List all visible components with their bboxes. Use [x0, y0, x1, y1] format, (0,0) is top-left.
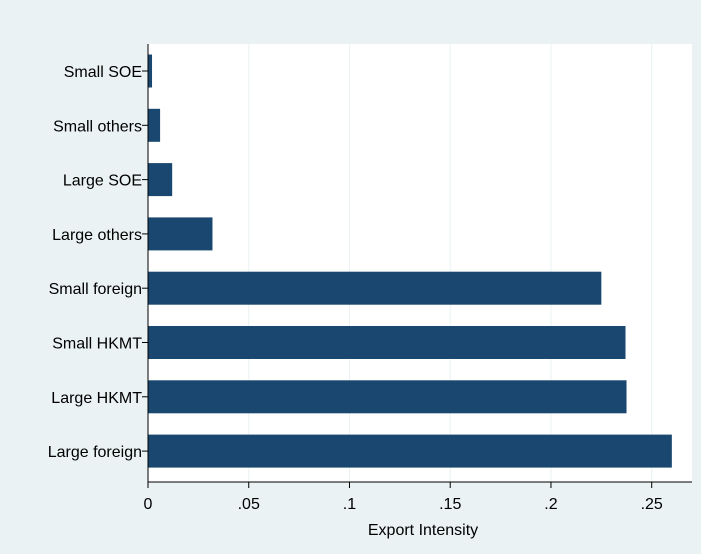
- category-label: Small foreign: [49, 281, 142, 298]
- plot-area: [148, 44, 692, 482]
- bar: [148, 163, 173, 197]
- bar: [148, 217, 213, 251]
- bar: [148, 271, 602, 305]
- category-label: Small SOE: [64, 64, 142, 81]
- x-tick-label: .2: [544, 496, 557, 513]
- x-tick-label: .05: [238, 496, 260, 513]
- category-label: Large HKMT: [51, 390, 142, 407]
- x-axis-ticks: 0 .05 .1 .15 .2 .25: [144, 482, 663, 513]
- category-label: Large SOE: [63, 173, 142, 190]
- bar: [148, 434, 672, 468]
- bar: [148, 326, 626, 359]
- bar: [148, 108, 161, 142]
- category-label: Small others: [53, 118, 142, 135]
- bar: [148, 54, 153, 88]
- x-tick-label: .15: [439, 496, 461, 513]
- x-tick-label: .1: [343, 496, 356, 513]
- bar: [148, 380, 627, 414]
- x-tick-label: .25: [641, 496, 663, 513]
- category-label: Large foreign: [48, 444, 142, 461]
- x-tick-label: 0: [144, 496, 153, 513]
- y-axis-ticks: Small SOE Small others Large SOE Large othe…: [48, 64, 148, 461]
- bars: [148, 54, 672, 468]
- category-label: Small HKMT: [52, 336, 142, 353]
- x-axis-title: Export Intensity: [368, 522, 478, 539]
- category-label: Large others: [52, 227, 142, 244]
